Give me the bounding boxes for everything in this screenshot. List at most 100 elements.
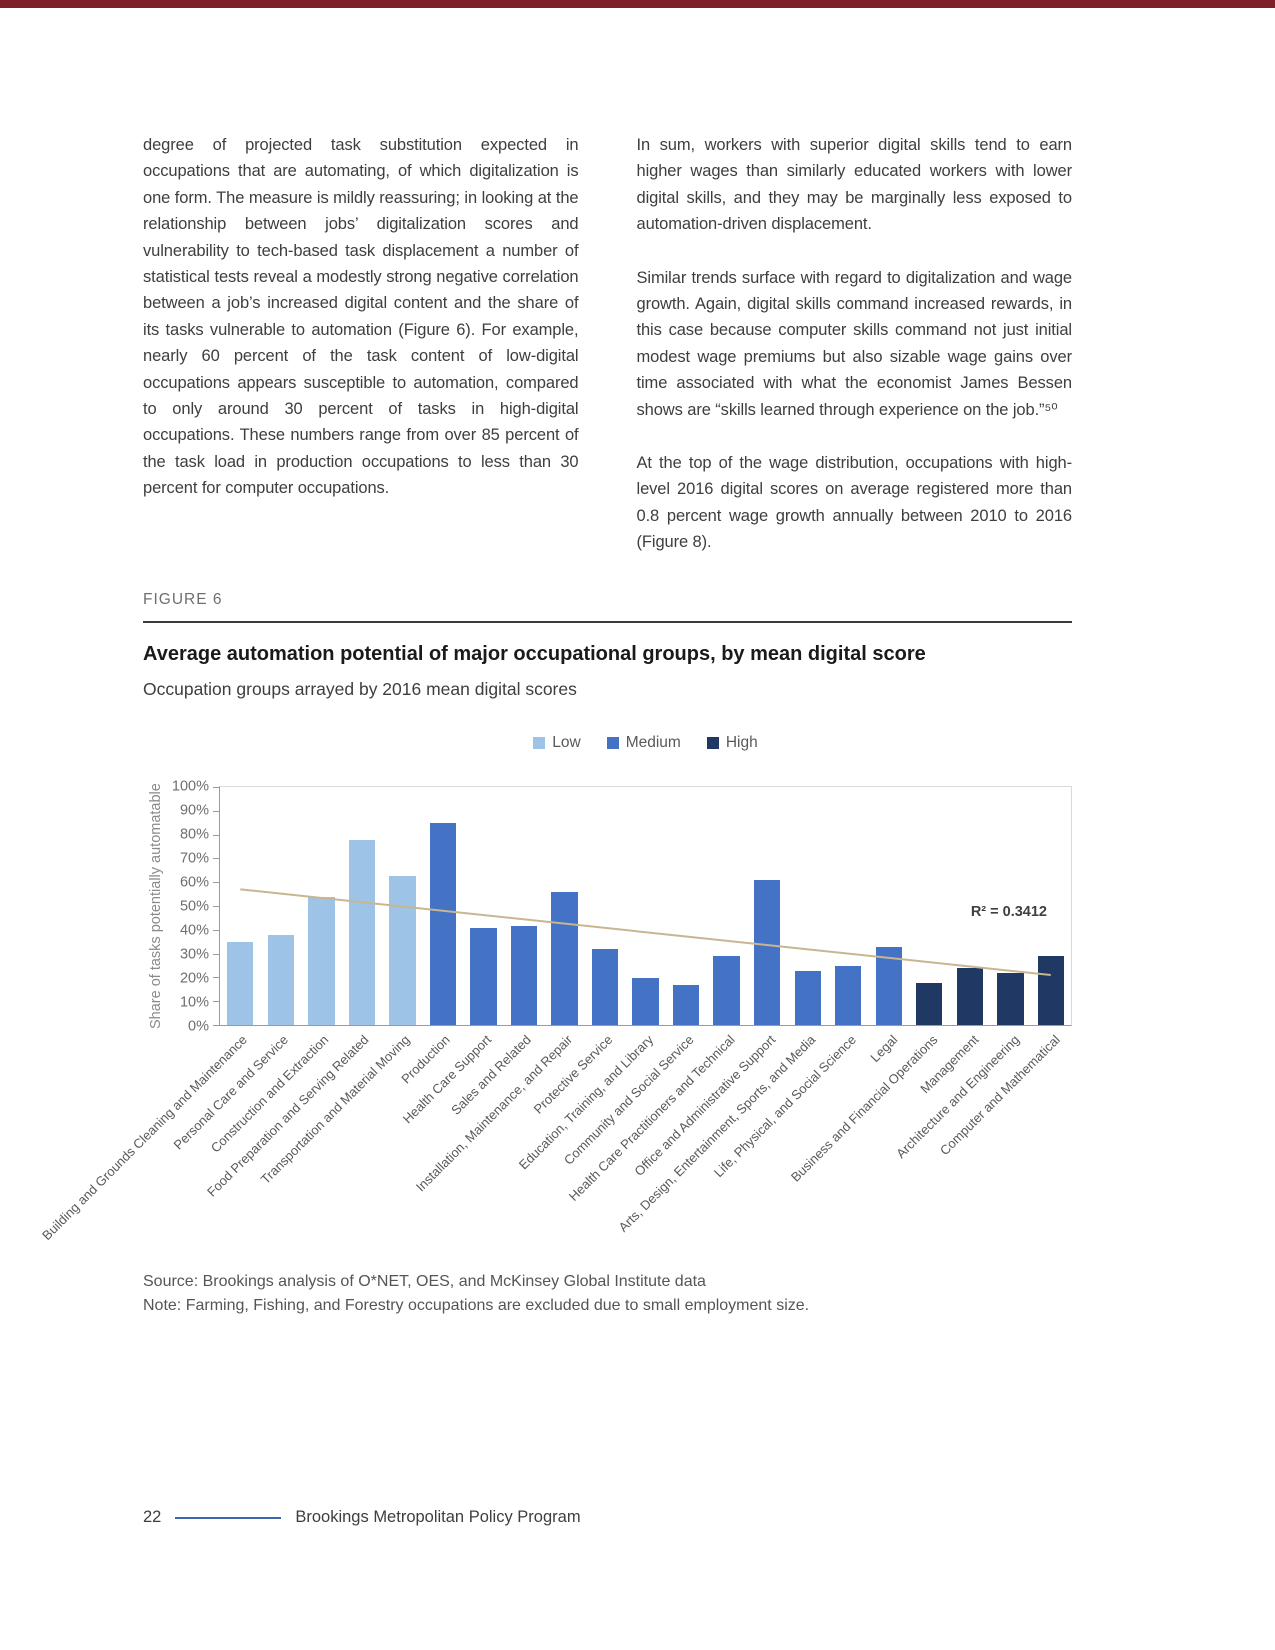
bar-food-preparation-and-serving-related xyxy=(348,839,376,1026)
page-number: 22 xyxy=(143,1508,162,1526)
bar-management xyxy=(956,968,983,1026)
figure-source: Source: Brookings analysis of O*NET, OES… xyxy=(143,1273,706,1291)
bar-slot xyxy=(787,787,828,1026)
bar-slot xyxy=(990,787,1031,1026)
figure-subtitle: Occupation groups arrayed by 2016 mean d… xyxy=(143,679,577,700)
bar-community-and-social-service xyxy=(672,985,700,1026)
bar-legal xyxy=(875,946,902,1026)
y-tick-mark xyxy=(213,858,220,860)
bar-slot xyxy=(261,787,302,1026)
y-tick-mark xyxy=(213,786,220,788)
bar-business-and-financial-operations xyxy=(916,982,943,1026)
legend-swatch-medium xyxy=(606,737,619,750)
y-tick-label: 40% xyxy=(179,922,209,939)
y-tick-label: 80% xyxy=(179,826,209,843)
y-tick-mark xyxy=(213,953,220,955)
bar-production xyxy=(429,823,457,1026)
y-tick-mark xyxy=(213,810,220,812)
legend-label: Medium xyxy=(625,734,681,752)
y-tick-mark xyxy=(213,1001,220,1003)
x-axis-label: Legal xyxy=(866,1032,900,1066)
bar-personal-care-and-service xyxy=(267,935,294,1026)
paragraph: Similar trends surface with regard to di… xyxy=(636,268,1073,419)
bars-container xyxy=(220,787,1071,1026)
right-column: In sum, workers with superior digital sk… xyxy=(637,132,1073,555)
bar-slot xyxy=(909,787,950,1026)
footer-program-name: Brookings Metropolitan Policy Program xyxy=(295,1508,581,1526)
y-tick-label: 50% xyxy=(179,898,209,915)
bar-slot xyxy=(869,787,910,1026)
bar-slot xyxy=(544,787,585,1026)
legend-item-high: High xyxy=(706,734,758,752)
bar-slot xyxy=(950,787,991,1026)
y-tick-label: 30% xyxy=(179,946,209,963)
y-axis-title: Share of tasks potentially automatable xyxy=(148,783,164,1030)
top-accent-bar xyxy=(0,0,1275,8)
bar-sales-and-related xyxy=(510,925,538,1026)
bar-slot xyxy=(342,787,383,1026)
y-tick-mark xyxy=(213,1024,220,1026)
bar-slot xyxy=(382,787,423,1026)
bar-slot xyxy=(220,787,261,1026)
legend-item-low: Low xyxy=(533,734,581,752)
figure-title: Average automation potential of major oc… xyxy=(143,643,926,666)
bar-slot xyxy=(706,787,747,1026)
y-tick-label: 60% xyxy=(179,874,209,891)
left-column: degree of projected task substitution ex… xyxy=(143,132,579,555)
paragraph: At the top of the wage distribution, occ… xyxy=(636,453,1073,552)
figure-sources: Source: Brookings analysis of O*NET, OES… xyxy=(143,1270,1072,1318)
x-label-slot: Computer and Mathematical xyxy=(936,1026,1073,1256)
bar-computer-and-mathematical xyxy=(1037,956,1065,1026)
y-tick-label: 90% xyxy=(179,802,209,819)
y-tick-mark xyxy=(213,882,220,884)
x-axis-labels: Building and Grounds Cleaning and Mainte… xyxy=(39,1026,1073,1256)
page-footer: 22 Brookings Metropolitan Policy Program xyxy=(143,1508,581,1527)
footer-rule xyxy=(175,1516,282,1519)
y-tick-mark xyxy=(213,977,220,979)
y-tick-label: 20% xyxy=(179,970,209,987)
figure-6: FIGURE 6 Average automation potential of… xyxy=(39,591,1073,1318)
bar-health-care-practitioners-and-technical xyxy=(713,956,740,1026)
legend-item-medium: Medium xyxy=(606,734,681,752)
chart-legend: Low Medium High xyxy=(219,734,1072,752)
y-tick-mark xyxy=(213,834,220,836)
bar-life-physical-and-social-science xyxy=(835,965,862,1026)
figure-label: FIGURE 6 xyxy=(143,591,223,609)
body-text: degree of projected task substitution ex… xyxy=(143,132,1072,555)
bar-education-training-and-library xyxy=(632,977,659,1026)
y-axis-ticks: 0% 10% 20% 30% 40% 50% 60% 70% 80% 90% 100% xyxy=(169,779,219,1033)
bar-slot xyxy=(301,787,342,1026)
bar-building-and-grounds-cleaning-and-maintenance xyxy=(227,942,254,1026)
y-tick-label: 70% xyxy=(179,850,209,867)
bar-architecture-and-engineering xyxy=(997,973,1024,1026)
bar-slot xyxy=(463,787,504,1026)
bar-protective-service xyxy=(591,949,619,1026)
bar-slot xyxy=(747,787,788,1026)
y-tick-label: 100% xyxy=(171,778,209,795)
y-tick-label: 10% xyxy=(179,994,209,1011)
bar-chart: Low Medium High Share of tasks potentially… xyxy=(39,734,1073,1256)
bar-slot xyxy=(504,787,545,1026)
y-tick-label: 0% xyxy=(188,1018,209,1035)
paragraph: degree of projected task substitution ex… xyxy=(143,136,579,498)
page-content: degree of projected task substitution ex… xyxy=(0,132,1275,1318)
legend-swatch-high xyxy=(706,737,719,750)
bar-health-care-support xyxy=(470,927,497,1026)
legend-label: Low xyxy=(552,734,581,752)
bar-office-and-administrative-support xyxy=(754,880,781,1026)
bar-slot xyxy=(625,787,666,1026)
bar-arts-design-entertainment-sports-and-media xyxy=(794,970,821,1026)
bar-slot xyxy=(828,787,869,1026)
bar-slot xyxy=(666,787,707,1026)
figure-note: Note: Farming, Fishing, and Forestry occ… xyxy=(143,1297,810,1315)
paragraph: In sum, workers with superior digital sk… xyxy=(636,136,1073,234)
y-tick-mark xyxy=(213,905,220,907)
bar-slot xyxy=(423,787,464,1026)
figure-divider xyxy=(143,621,1072,624)
legend-swatch-low xyxy=(533,737,546,750)
bar-slot xyxy=(585,787,626,1026)
legend-label: High xyxy=(725,734,758,752)
bar-installation-maintenance-and-repair xyxy=(551,892,578,1026)
bar-construction-and-extraction xyxy=(308,896,335,1026)
